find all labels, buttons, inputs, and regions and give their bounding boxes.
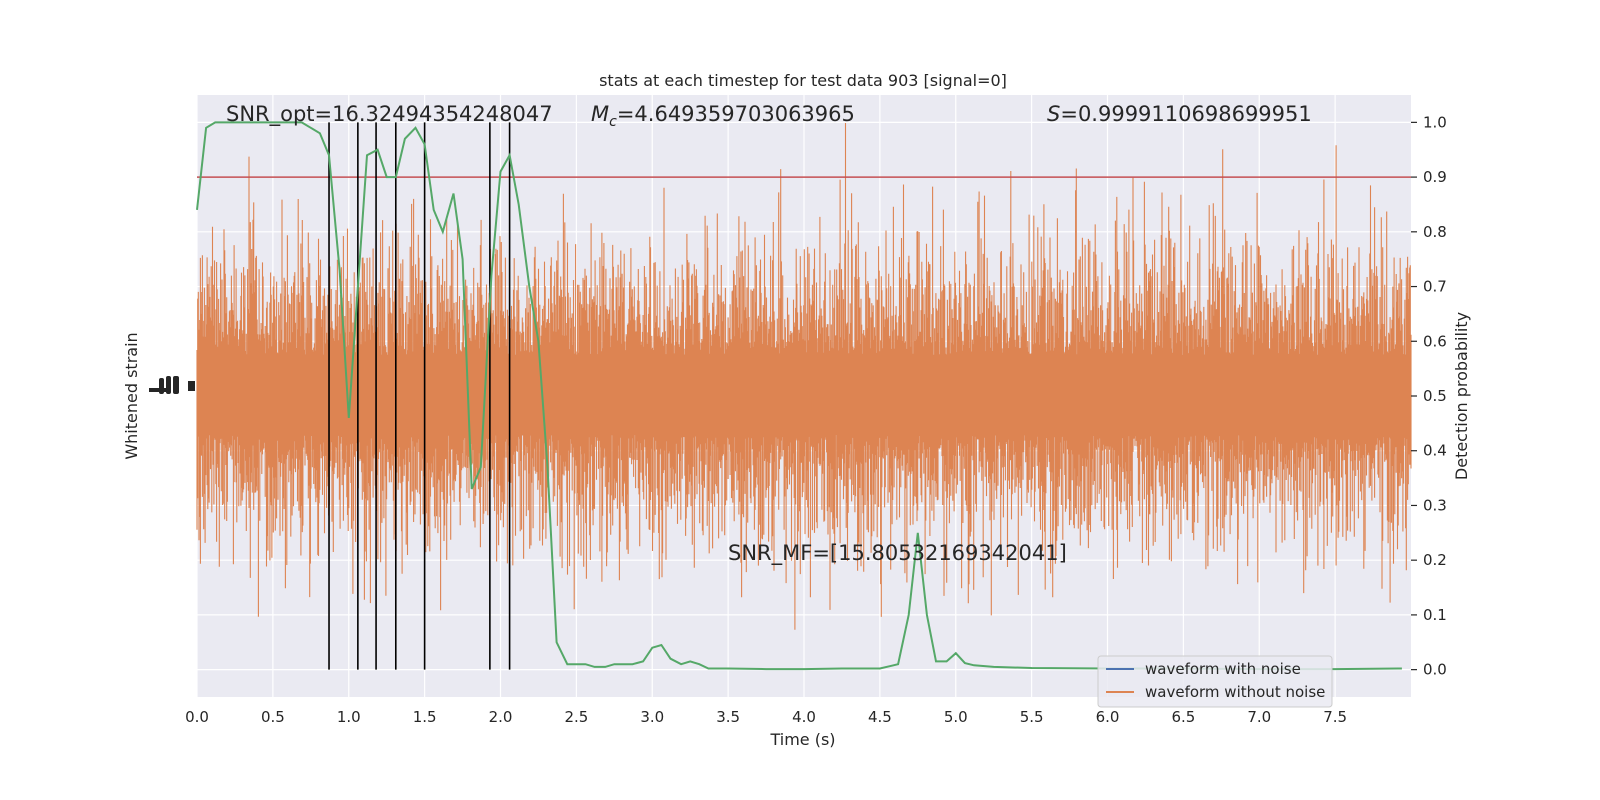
x-tick-label: 1.5 [413,708,437,726]
y-tick-label: 0.3 [1423,496,1447,514]
detection-probability-line [196,121,1402,671]
y-tick-label: 0.8 [1423,223,1447,241]
y-tick-label: 0.4 [1423,442,1447,460]
y-tick-label: 0.1 [1423,606,1447,624]
x-tick-label: 6.0 [1096,708,1120,726]
y-axis-right-ticks: 0.0 0.1 0.2 0.3 0.4 0.5 0.6 0.7 0.8 0.9 1.0 [1411,113,1447,679]
y-tick-label: 0.0 [1423,661,1447,679]
x-tick-label: 5.0 [944,708,968,726]
y-axis-right-label: Detection probability [1452,312,1471,480]
x-tick-label: 2.5 [564,708,588,726]
s-annotation: S=0.9999110698699951 [1047,102,1312,126]
x-tick-label: 4.0 [792,708,816,726]
left-axis-tick-cluster [149,376,195,394]
detection-markers [328,122,511,670]
y-tick-label: 0.6 [1423,332,1447,350]
x-tick-label: 0.5 [261,708,285,726]
x-tick-label: 7.0 [1247,708,1271,726]
x-tick-label: 7.5 [1323,708,1347,726]
x-tick-label: 1.0 [337,708,361,726]
x-axis-label: Time (s) [769,730,835,749]
snr-mf-annotation: SNR_MF=[15.80532169342041] [728,541,1067,566]
x-tick-label: 4.5 [868,708,892,726]
chart-title: stats at each timestep for test data 903… [599,71,1007,90]
x-tick-label: 3.5 [716,708,740,726]
y-tick-label: 1.0 [1423,113,1447,131]
y-tick-label: 0.9 [1423,168,1447,186]
y-tick-label: 0.7 [1423,278,1447,296]
x-tick-label: 6.5 [1171,708,1195,726]
snr-opt-annotation: SNR_opt=16.32494354248047 [226,102,553,127]
chirp-mass-annotation: Mc=4.649359703063965 [591,102,855,130]
x-tick-label: 2.0 [489,708,513,726]
x-tick-label: 0.0 [185,708,209,726]
y-axis-left-label: Whitened strain [122,332,141,459]
legend: waveform with noise waveform without noi… [1097,655,1333,708]
x-axis-ticks: 0.0 0.5 1.0 1.5 2.0 2.5 3.0 3.5 4.0 4.5 5.0 5.5 6.0 6… [185,708,1347,726]
legend-label-with-noise: waveform with noise [1145,660,1301,678]
legend-label-without-noise: waveform without noise [1145,683,1325,701]
x-tick-label: 3.0 [640,708,664,726]
y-tick-label: 0.2 [1423,551,1447,569]
x-tick-label: 5.5 [1020,708,1044,726]
y-tick-label: 0.5 [1423,387,1447,405]
